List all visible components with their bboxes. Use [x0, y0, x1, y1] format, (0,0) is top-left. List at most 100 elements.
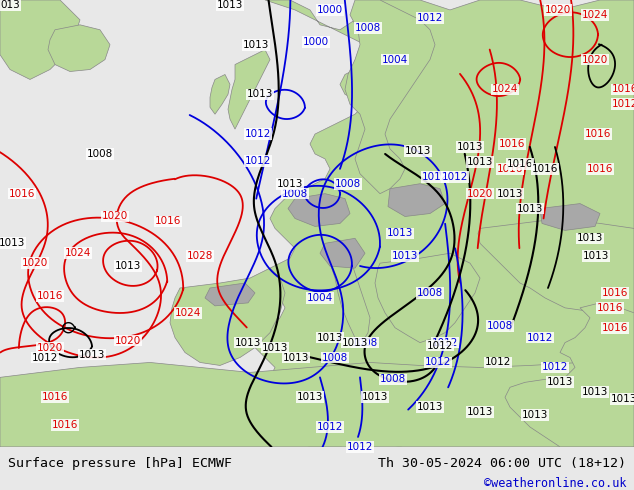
Text: 1016: 1016 — [155, 217, 181, 226]
Text: 1013: 1013 — [283, 352, 309, 363]
Polygon shape — [328, 248, 370, 343]
Text: 1013: 1013 — [297, 392, 323, 402]
Text: 1016: 1016 — [585, 129, 611, 139]
Text: 1016: 1016 — [532, 164, 558, 174]
Text: 1012: 1012 — [245, 129, 271, 139]
Polygon shape — [345, 0, 435, 194]
Text: 1016: 1016 — [52, 420, 78, 430]
Text: 1013: 1013 — [342, 338, 368, 347]
Text: 1013: 1013 — [467, 157, 493, 167]
Text: 1012: 1012 — [527, 333, 553, 343]
Text: 1008: 1008 — [380, 374, 406, 384]
Text: 1016: 1016 — [602, 323, 628, 333]
Text: 1013: 1013 — [235, 338, 261, 347]
Text: 1013: 1013 — [0, 238, 25, 248]
Text: Surface pressure [hPa] ECMWF: Surface pressure [hPa] ECMWF — [8, 457, 231, 470]
Text: 1008: 1008 — [487, 321, 513, 331]
Text: 1013: 1013 — [582, 387, 608, 397]
Text: 1013: 1013 — [247, 89, 273, 99]
Polygon shape — [0, 0, 80, 79]
Text: 1013: 1013 — [467, 407, 493, 417]
Text: 1013: 1013 — [115, 261, 141, 271]
Text: 1008: 1008 — [87, 149, 113, 159]
Text: 1013: 1013 — [497, 189, 523, 198]
Text: 1013: 1013 — [611, 394, 634, 404]
Polygon shape — [288, 194, 350, 226]
Text: 1016: 1016 — [587, 164, 613, 174]
Text: 1013: 1013 — [392, 251, 418, 261]
Text: 1013: 1013 — [277, 179, 303, 189]
Polygon shape — [505, 303, 634, 447]
Text: 1012: 1012 — [427, 341, 453, 350]
Text: 1013: 1013 — [262, 343, 288, 353]
Text: 1008: 1008 — [335, 179, 361, 189]
Text: 1008: 1008 — [355, 23, 381, 33]
Text: 1016: 1016 — [597, 303, 623, 313]
Text: 1013: 1013 — [583, 251, 609, 261]
Text: 1020: 1020 — [22, 258, 48, 268]
Text: 1013: 1013 — [79, 349, 105, 360]
Text: 1013: 1013 — [405, 146, 431, 156]
Text: 1013: 1013 — [317, 333, 343, 343]
Polygon shape — [228, 49, 270, 129]
Text: 1013: 1013 — [522, 410, 548, 420]
Text: 1013: 1013 — [457, 142, 483, 152]
Text: 1012: 1012 — [485, 358, 511, 368]
Text: 1000: 1000 — [317, 5, 343, 15]
Text: 1020: 1020 — [37, 343, 63, 353]
Polygon shape — [210, 74, 230, 114]
Text: 1012: 1012 — [432, 338, 458, 347]
Text: 1004: 1004 — [307, 293, 333, 303]
Text: 1012: 1012 — [245, 156, 271, 166]
Text: 1024: 1024 — [65, 248, 91, 258]
Text: 1012: 1012 — [317, 422, 343, 432]
Text: 1012: 1012 — [422, 172, 448, 182]
Text: 1013: 1013 — [217, 0, 243, 10]
Text: 1008: 1008 — [352, 338, 378, 347]
Text: 1016: 1016 — [602, 288, 628, 298]
Text: 1013: 1013 — [517, 203, 543, 214]
Text: 1020: 1020 — [102, 212, 128, 221]
Text: 1012: 1012 — [417, 13, 443, 23]
Text: 1013: 1013 — [547, 377, 573, 387]
Polygon shape — [540, 203, 600, 230]
Text: 1016: 1016 — [9, 189, 36, 198]
Polygon shape — [170, 268, 285, 366]
Text: 013: 013 — [0, 0, 20, 10]
Polygon shape — [478, 219, 634, 318]
Text: 1024: 1024 — [175, 308, 201, 318]
Text: 1020: 1020 — [545, 5, 571, 15]
Polygon shape — [388, 184, 445, 217]
Text: 1013: 1013 — [243, 40, 269, 49]
Text: 1012: 1012 — [542, 363, 568, 372]
Text: 1012: 1012 — [612, 99, 634, 109]
Text: 1008: 1008 — [282, 189, 308, 198]
Text: ©weatheronline.co.uk: ©weatheronline.co.uk — [484, 477, 626, 490]
Text: 1016: 1016 — [612, 84, 634, 95]
Text: 1012: 1012 — [425, 358, 451, 368]
Text: 1016: 1016 — [37, 291, 63, 301]
Text: 1012: 1012 — [32, 352, 58, 363]
Text: 1013: 1013 — [417, 402, 443, 412]
Text: 1000: 1000 — [303, 37, 329, 47]
Text: 1024: 1024 — [582, 10, 608, 20]
Text: Th 30-05-2024 06:00 UTC (18+12): Th 30-05-2024 06:00 UTC (18+12) — [378, 457, 626, 470]
Text: 1016: 1016 — [507, 159, 533, 169]
Polygon shape — [320, 238, 365, 268]
Text: 1016: 1016 — [497, 164, 523, 174]
Text: 1016: 1016 — [499, 139, 525, 149]
Text: 1013: 1013 — [387, 228, 413, 238]
Text: 1013: 1013 — [577, 233, 603, 244]
Text: 1020: 1020 — [115, 336, 141, 345]
Text: 1012: 1012 — [442, 172, 468, 182]
Text: 1024: 1024 — [492, 84, 518, 95]
Polygon shape — [0, 358, 634, 447]
Text: 1020: 1020 — [467, 189, 493, 198]
Polygon shape — [245, 0, 634, 447]
Text: 1008: 1008 — [322, 352, 348, 363]
Polygon shape — [205, 283, 255, 306]
Text: 1008: 1008 — [417, 288, 443, 298]
Text: 1012: 1012 — [347, 442, 373, 452]
Polygon shape — [48, 25, 110, 72]
Text: 1013: 1013 — [362, 392, 388, 402]
